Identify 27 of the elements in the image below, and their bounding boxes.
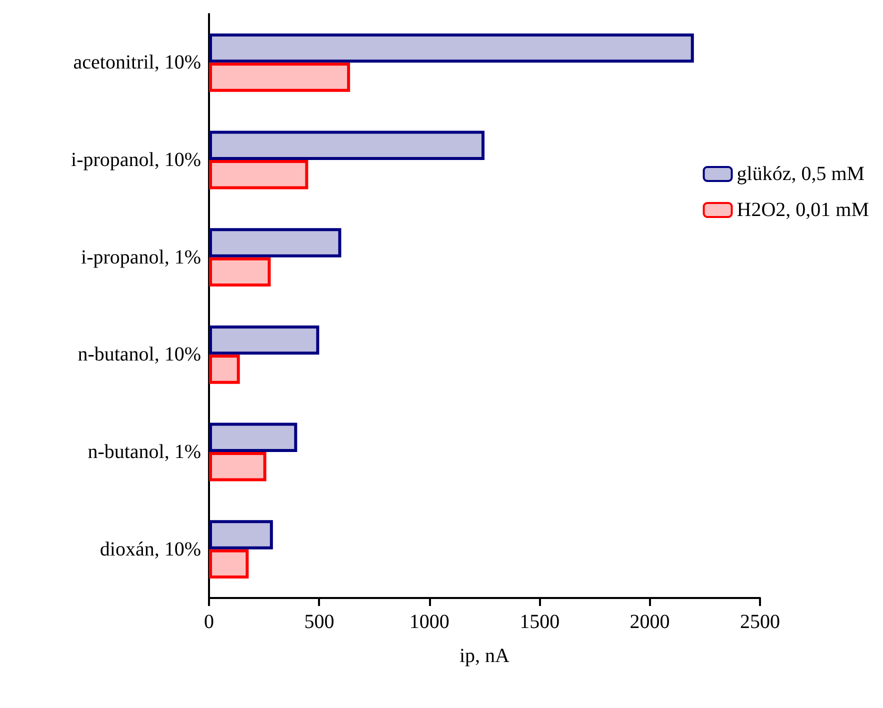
y-tick-label: n-butanol, 10% <box>78 344 201 366</box>
bar <box>209 549 249 579</box>
y-tick-label: i-propanol, 10% <box>71 149 201 171</box>
x-tick-label: 1500 <box>520 611 560 633</box>
bar <box>209 422 298 452</box>
x-tick-label: 500 <box>304 611 334 633</box>
y-tick-label: i-propanol, 1% <box>81 246 201 268</box>
bar <box>209 130 484 160</box>
bar <box>209 325 320 355</box>
bar <box>209 160 308 190</box>
bar <box>209 520 273 550</box>
y-tick-label: dioxán, 10% <box>100 538 201 560</box>
x-tick-label: 2000 <box>630 611 670 633</box>
x-tick-label: 2500 <box>740 611 780 633</box>
bar <box>209 257 271 287</box>
x-tick-label: 1000 <box>409 611 450 633</box>
x-tick-label: 0 <box>204 611 214 633</box>
legend-label: H2O2, 0,01 mM <box>736 199 870 221</box>
bar <box>209 62 350 92</box>
x-axis-title: ip, nA <box>460 645 510 667</box>
bar <box>209 33 694 63</box>
legend-label: glükóz, 0,5 mM <box>736 163 865 185</box>
bar <box>209 452 266 482</box>
bar <box>209 228 342 258</box>
y-tick-label: n-butanol, 1% <box>88 441 201 463</box>
bar <box>209 354 240 384</box>
y-tick-label: acetonitril, 10% <box>73 52 201 74</box>
